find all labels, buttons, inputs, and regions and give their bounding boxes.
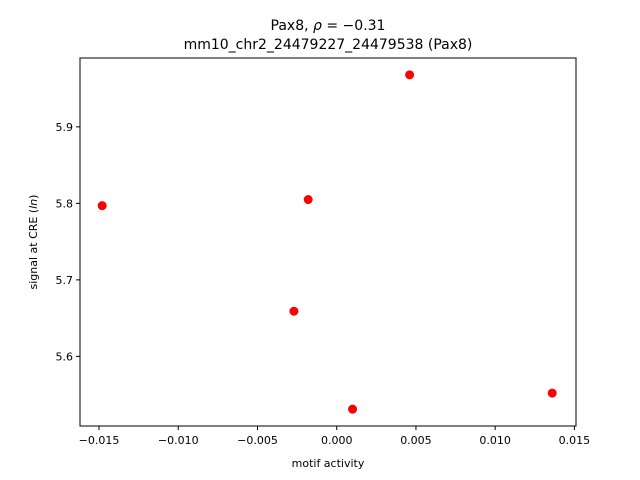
x-tick-label: −0.015	[79, 434, 120, 447]
y-axis-ticks: 5.6 5.7 5.8 5.9	[56, 121, 80, 363]
y-tick-label: 5.8	[56, 197, 74, 210]
scatter-point	[547, 388, 557, 398]
scatter-point	[289, 306, 299, 316]
x-axis-ticks: −0.015 −0.010 −0.005 0.000 0.005 0.010 0.015	[79, 426, 591, 447]
x-tick-label: 0.005	[400, 434, 432, 447]
plot-area-frame	[79, 57, 577, 427]
x-tick-label: 0.000	[321, 434, 353, 447]
y-tick-label: 5.6	[56, 350, 74, 363]
x-tick-label: −0.010	[158, 434, 199, 447]
y-tick-label: 5.9	[56, 121, 74, 134]
scatter-point	[97, 201, 107, 211]
chart-title-line2: mm10_chr2_24479227_24479538 (Pax8)	[184, 37, 473, 53]
y-tick-label: 5.7	[56, 274, 74, 287]
x-tick-label: −0.005	[237, 434, 278, 447]
x-tick-label: 0.015	[559, 434, 591, 447]
scatter-point	[348, 404, 358, 414]
scatter-point	[405, 70, 415, 80]
y-axis-label: signal at CRE (ln)	[27, 195, 40, 290]
chart-title-line1: Pax8, ρ = −0.31	[271, 18, 386, 34]
x-axis-label: motif activity	[292, 457, 365, 470]
scatter-point	[303, 195, 313, 205]
x-tick-label: 0.010	[479, 434, 511, 447]
data-points	[97, 70, 557, 414]
